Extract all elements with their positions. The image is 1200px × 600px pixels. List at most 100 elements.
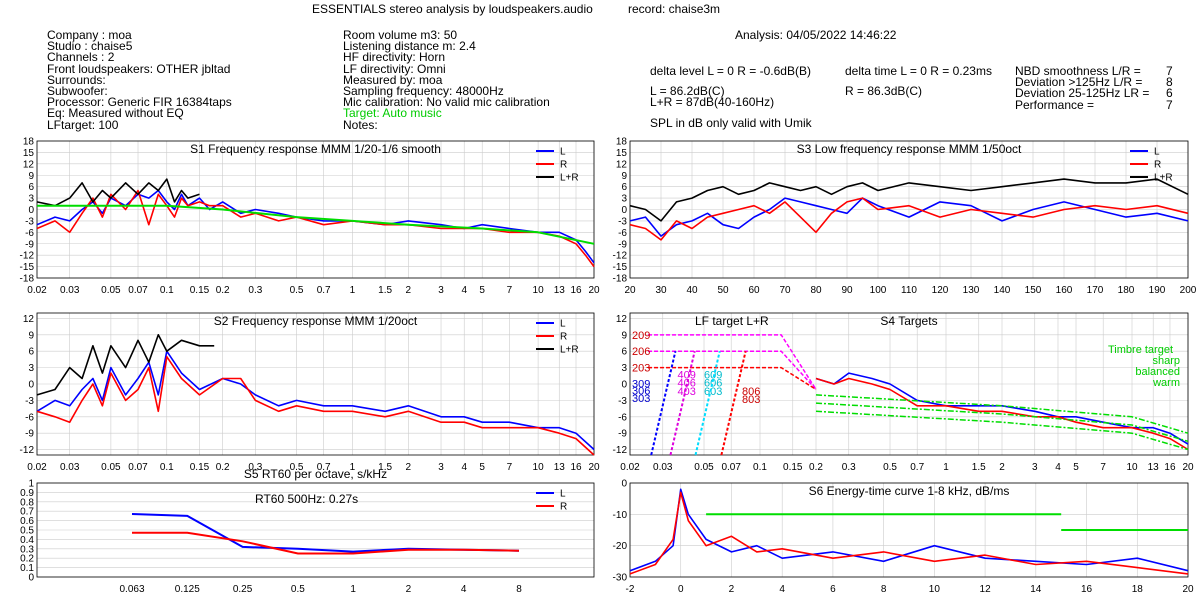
S2-xtick-label: 0.15: [190, 462, 210, 473]
S1-xtick-label: 0.1: [160, 285, 174, 296]
S3-xtick-label: 170: [1087, 285, 1104, 296]
S3-xtick-label: 70: [779, 285, 791, 296]
S4-lf-target-0: [648, 334, 817, 390]
S3-ytick-label: 0: [621, 205, 627, 216]
score-label-0: NBD smoothness L/R =: [1015, 64, 1141, 78]
S5-xtick-label: 0.125: [175, 584, 200, 595]
S5-ytick-label: 0.7: [20, 507, 34, 518]
S6-ytick-label: -10: [613, 510, 628, 521]
S4-target-blue-2: 303: [632, 393, 650, 405]
info-left-line-1: Studio : chaise5: [47, 39, 133, 54]
S4-ytick-label: 9: [621, 330, 627, 341]
S3-xtick-label: 20: [624, 285, 636, 296]
S2-xtick-label: 1.5: [378, 462, 392, 473]
S1-xtick-label: 0.7: [317, 285, 331, 296]
S5-frame: [36, 482, 595, 578]
S3-xtick-label: 30: [655, 285, 667, 296]
S3-xtick-label: 60: [748, 285, 760, 296]
S5-xtick-label: 4: [461, 584, 467, 595]
S5-ytick-label: 0.8: [20, 497, 34, 508]
S2-ytick-label: -3: [25, 396, 34, 407]
S6-xtick-label: 16: [1081, 584, 1093, 595]
S5-xtick-label: 2: [406, 584, 412, 595]
S6-xtick-label: 8: [881, 584, 887, 595]
S3-xtick-label: 180: [1118, 285, 1135, 296]
S4-ytick-label: 0: [621, 380, 627, 391]
S3-ytick-label: 15: [616, 148, 628, 159]
S4-timbre-value-1: balanced: [1135, 366, 1180, 378]
S2-xtick-label: 3: [438, 462, 444, 473]
S4-xtick-label: 16: [1164, 462, 1176, 473]
S2-xtick-label: 2: [406, 462, 412, 473]
S1-ytick-label: 12: [23, 159, 35, 170]
S1-xtick-label: 4: [461, 285, 467, 296]
S2-xtick-label: 0.5: [290, 462, 304, 473]
S3-ytick-label: 18: [616, 137, 628, 148]
S4-target-left-1: 206: [632, 346, 650, 358]
S2-xtick-label: 0.1: [160, 462, 174, 473]
S3-ytick-label: -18: [613, 274, 628, 285]
S2-legend-label-L: L: [560, 319, 566, 330]
S4-xtick-label: 2: [999, 462, 1005, 473]
S3-xtick-label: 130: [963, 285, 980, 296]
info-left-line-7: Eq: Measured without EQ: [47, 106, 184, 121]
l-spl: L = 86.2dB(C): [650, 84, 725, 98]
S1-series-L+R: [36, 178, 200, 207]
S4-frame: [629, 312, 1189, 456]
S5-title: S5 RT60 per octave, s/kHz: [244, 467, 387, 481]
S4-target-magenta-2: 403: [677, 386, 695, 398]
S4-lf-target-1: [648, 350, 817, 390]
S2-xtick-label: 5: [479, 462, 485, 473]
S4-xtick-label: 0.05: [694, 462, 714, 473]
S2-xtick-label: 20: [588, 462, 600, 473]
S2-xtick-label: 16: [570, 462, 582, 473]
S5-xtick-label: 0.5: [291, 584, 305, 595]
S6-series-R: [629, 491, 1189, 575]
S4-target-magenta-0: 409: [677, 370, 695, 382]
S3-xtick-label: 40: [686, 285, 698, 296]
S1-xtick-label: 16: [570, 285, 582, 296]
S3-series-L+R: [629, 178, 1189, 222]
delta-level: delta level L = 0 R = -0.6dB(B): [650, 64, 811, 78]
info-mid-line-4: Measured by: moa: [343, 72, 443, 87]
S5-annotation: RT60 500Hz: 0.27s: [255, 492, 358, 506]
S1-xtick-label: 13: [554, 285, 566, 296]
S5-ytick-label: 0.3: [20, 544, 34, 555]
S1-ytick-label: -6: [25, 228, 34, 239]
S3-xtick-label: 160: [1056, 285, 1073, 296]
info-left-line-3: Front loudspeakers: OTHER jbltad: [47, 61, 231, 76]
S4-timbre-line-2: [815, 410, 1189, 451]
S5-ytick-label: 1: [28, 479, 34, 490]
S4-series-R: [815, 377, 1189, 451]
lr-spl: L+R = 87dB(40-160Hz): [650, 95, 775, 109]
S1-series-target: [37, 204, 595, 245]
S4-xtick-label: 13: [1148, 462, 1160, 473]
S4-target-cyan-2: 603: [704, 386, 722, 398]
S4-target-cyan-1: 606: [704, 378, 722, 390]
S5-xtick-label: 8: [516, 584, 522, 595]
S6-ytick-label: 0: [621, 479, 627, 490]
S1-ytick-label: -18: [20, 274, 35, 285]
S4-ytick-label: 6: [621, 347, 627, 358]
S3-xtick-label: 110: [901, 285, 917, 296]
S1-xtick-label: 20: [588, 285, 600, 296]
S4-target-blue-0: 309: [632, 379, 650, 391]
S3-series-L: [629, 197, 1189, 237]
S1-xtick-label: 0.15: [190, 285, 210, 296]
S1-xtick-label: 10: [533, 285, 545, 296]
S2-xtick-label: 0.05: [101, 462, 121, 473]
S4-xtick-label: 0.1: [753, 462, 767, 473]
info-left-line-6: Processor: Generic FIR 16384taps: [47, 95, 232, 110]
S5-ytick-label: 0: [28, 573, 34, 584]
S1-xtick-label: 0.5: [290, 285, 304, 296]
S2-xtick-label: 0.07: [128, 462, 148, 473]
S4-xtick-label: 0.02: [620, 462, 640, 473]
S2-series-R: [36, 355, 595, 456]
S1-ytick-label: 18: [23, 137, 35, 148]
S1-xtick-label: 0.05: [101, 285, 121, 296]
S2-ytick-label: -9: [25, 429, 34, 440]
S2-series-L: [36, 350, 595, 451]
S5-ytick-label: 0.5: [20, 526, 34, 537]
S4-lf-target-2: [648, 366, 817, 391]
